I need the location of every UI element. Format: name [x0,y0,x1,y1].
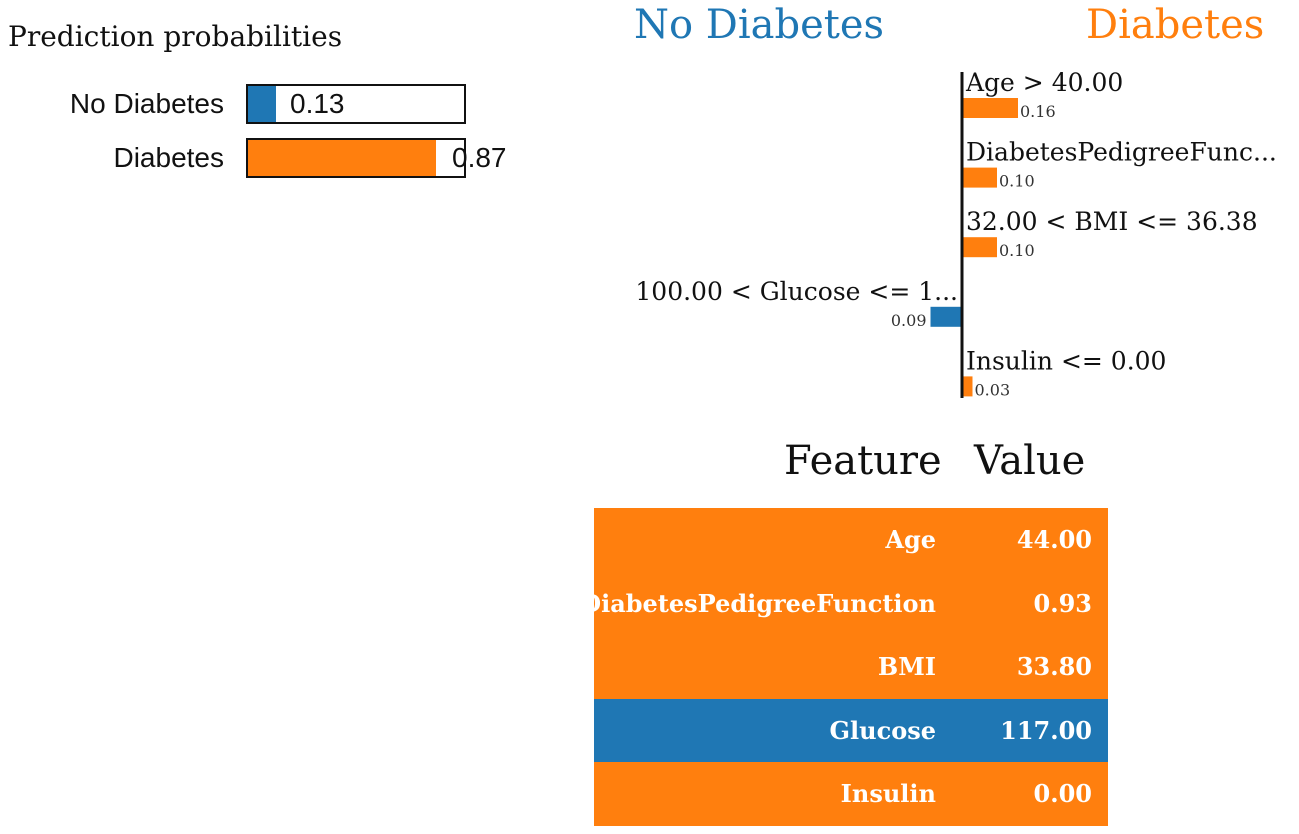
table-cell-value: 44.00 [1016,525,1092,555]
table-cell-feature: Glucose [829,715,936,745]
contribution-feature-label: 32.00 < BMI <= 36.38 [966,207,1258,236]
probability-value-no-diabetes: 0.13 [290,88,345,119]
contribution-bar [962,376,973,397]
table-row: Glucose 117.00 [594,698,1108,762]
probability-fill-diabetes [248,140,436,176]
probability-value-diabetes: 0.87 [452,142,507,173]
contribution-bar [962,98,1018,118]
class-label-negative: No Diabetes [634,2,885,48]
contribution-value-label: 0.10 [999,241,1035,260]
probability-fill-no-diabetes [248,86,277,122]
table-cell-feature: BMI [877,652,936,682]
contribution-feature-label: DiabetesPedigreeFunc... [966,138,1277,167]
contribution-bar [962,237,997,258]
probability-label-diabetes: Diabetes [113,142,224,173]
probability-bar-diabetes [246,138,466,178]
table-cell-feature: DiabetesPedigreeFunction [580,588,936,618]
table-cell-value: 0.93 [1033,588,1092,618]
contribution-value-label: 0.10 [999,172,1035,191]
class-label-positive: Diabetes [1086,2,1265,48]
table-cell-value: 0.00 [1033,779,1092,809]
probability-bar-no-diabetes [246,84,466,124]
contribution-feature-label: Age > 40.00 [965,68,1123,97]
table-header-value: Value [974,438,1086,484]
table-row: Insulin 0.00 [594,762,1108,826]
contribution-bar [930,306,962,327]
table-row: BMI 33.80 [594,635,1108,699]
probability-label-no-diabetes: No Diabetes [69,88,224,119]
contribution-feature-label: Insulin <= 0.00 [966,346,1166,375]
table-cell-feature: Age [885,525,936,555]
contribution-feature-label: 100.00 < Glucose <= 1... [635,277,958,306]
table-cell-feature: Insulin [840,779,936,809]
contribution-value-label: 0.03 [975,380,1011,399]
contribution-value-label: 0.16 [1020,102,1056,121]
feature-value-table: Age 44.00 DiabetesPedigreeFunction 0.93 … [580,508,1108,826]
contribution-bar [962,167,997,188]
table-row: Age 44.00 [594,508,1108,572]
prediction-probabilities-title: Prediction probabilities [8,20,343,53]
table-cell-value: 117.00 [1000,715,1092,745]
contribution-value-label: 0.09 [891,311,927,330]
table-cell-value: 33.80 [1016,652,1092,682]
table-row: DiabetesPedigreeFunction 0.93 [580,571,1108,635]
feature-contribution-chart: Age > 40.00 0.16 DiabetesPedigreeFunc... 0.… [635,68,1277,399]
table-header-feature: Feature [784,438,942,484]
